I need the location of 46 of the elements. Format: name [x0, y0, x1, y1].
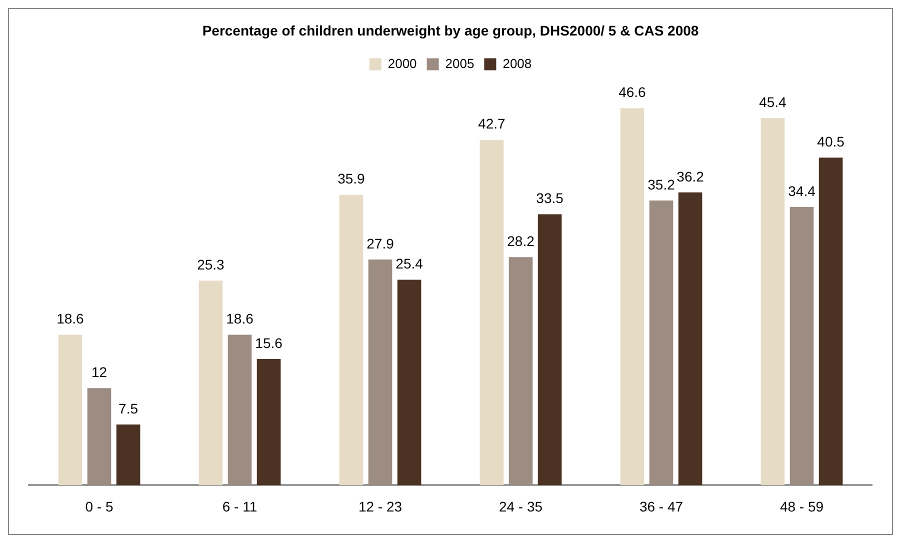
bar [198, 280, 223, 486]
data-label: 25.3 [197, 256, 225, 272]
x-tick-label: 24 - 35 [498, 498, 543, 514]
chart-title: Percentage of children underweight by age group, DHS2000/ 5 & CAS 2008 [202, 22, 699, 38]
data-label: 46.6 [618, 84, 646, 100]
data-label: 35.9 [338, 170, 366, 187]
data-label: 18.6 [226, 310, 254, 327]
legend-label: 2005 [445, 56, 474, 71]
data-label: 7.5 [118, 400, 138, 416]
bar [508, 257, 533, 486]
bar [480, 140, 504, 486]
data-label: 27.9 [366, 235, 394, 252]
data-label: 12 [91, 364, 108, 380]
bar [818, 158, 843, 486]
data-label: 45.4 [759, 94, 787, 110]
x-tick-label: 0 - 5 [85, 498, 114, 514]
x-tick-label: 36 - 47 [639, 498, 684, 514]
data-label: 25.4 [396, 256, 424, 272]
bar [368, 260, 392, 486]
bar [620, 108, 644, 486]
bar [790, 206, 814, 486]
x-tick-label: 48 - 59 [780, 498, 824, 514]
bar [256, 359, 281, 486]
legend-label: 2008 [502, 56, 532, 71]
data-label: 34.4 [788, 182, 816, 199]
bar [760, 118, 785, 486]
bar [228, 334, 252, 486]
x-tick-label: 6 - 11 [222, 498, 258, 514]
data-label: 42.7 [478, 116, 506, 132]
bar [649, 200, 674, 486]
bar [397, 280, 422, 486]
data-label: 15.6 [255, 334, 283, 351]
bar [116, 424, 140, 486]
bar [339, 194, 364, 486]
data-label: 40.5 [817, 133, 845, 150]
data-label: 35.2 [648, 176, 676, 192]
data-label: 33.5 [536, 190, 564, 206]
bar [58, 334, 82, 486]
bar [678, 192, 702, 486]
legend-label: 2000 [388, 56, 417, 71]
x-tick-label: 12 - 23 [358, 498, 402, 514]
data-label: 18.6 [56, 310, 84, 327]
data-label: 36.2 [676, 168, 704, 184]
bar [87, 388, 112, 486]
bar [538, 214, 562, 486]
data-label: 28.2 [507, 232, 535, 249]
